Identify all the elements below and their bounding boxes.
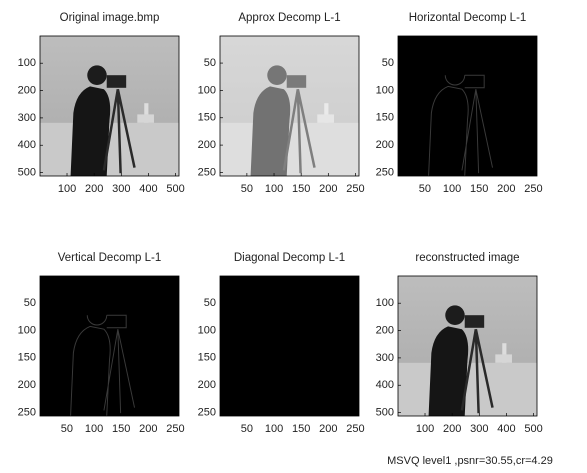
x-tick-label: 200 xyxy=(319,423,337,435)
y-tick-label: 200 xyxy=(198,379,216,391)
x-tick-label: 150 xyxy=(470,183,488,195)
x-tick-label: 100 xyxy=(265,423,283,435)
y-tick-label: 150 xyxy=(198,112,216,124)
x-tick-label: 50 xyxy=(241,183,253,195)
y-tick-label: 50 xyxy=(382,57,394,69)
y-tick-label: 150 xyxy=(376,112,394,124)
y-tick-label: 300 xyxy=(376,352,394,364)
panel-title: Approx Decomp L-1 xyxy=(238,12,340,24)
figure: MSVQ level1 ,psnr=30.55,cr=4.29 Original… xyxy=(0,0,587,473)
y-tick-label: 200 xyxy=(376,139,394,151)
y-tick-label: 250 xyxy=(198,166,216,178)
image xyxy=(220,276,359,416)
y-tick-label: 300 xyxy=(18,112,36,124)
x-tick-label: 200 xyxy=(497,183,515,195)
x-tick-label: 150 xyxy=(112,423,130,435)
x-tick-label: 100 xyxy=(58,183,76,195)
x-tick-label: 250 xyxy=(346,183,364,195)
x-tick-label: 500 xyxy=(166,183,184,195)
y-tick-label: 200 xyxy=(198,139,216,151)
x-tick-label: 100 xyxy=(265,183,283,195)
panel-title: reconstructed image xyxy=(415,252,519,264)
image xyxy=(40,276,179,416)
x-tick-label: 200 xyxy=(85,183,103,195)
image xyxy=(398,276,537,416)
image xyxy=(40,36,179,176)
x-tick-label: 250 xyxy=(346,423,364,435)
x-tick-label: 400 xyxy=(497,423,515,435)
panel-title: Original image.bmp xyxy=(60,12,160,24)
y-tick-label: 50 xyxy=(24,297,36,309)
x-tick-label: 100 xyxy=(85,423,103,435)
x-tick-label: 250 xyxy=(166,423,184,435)
y-tick-label: 50 xyxy=(204,297,216,309)
y-tick-label: 150 xyxy=(18,352,36,364)
y-tick-label: 100 xyxy=(18,324,36,336)
panel-title: Vertical Decomp L-1 xyxy=(58,252,162,264)
panel-title: Diagonal Decomp L-1 xyxy=(234,252,345,264)
y-tick-label: 200 xyxy=(18,379,36,391)
y-tick-label: 200 xyxy=(376,324,394,336)
x-tick-label: 150 xyxy=(292,183,310,195)
y-tick-label: 400 xyxy=(376,379,394,391)
x-tick-label: 300 xyxy=(112,183,130,195)
y-tick-label: 150 xyxy=(198,352,216,364)
caption: MSVQ level1 ,psnr=30.55,cr=4.29 xyxy=(387,455,553,467)
y-tick-label: 400 xyxy=(18,139,36,151)
x-tick-label: 200 xyxy=(319,183,337,195)
x-tick-label: 200 xyxy=(443,423,461,435)
y-tick-label: 200 xyxy=(18,84,36,96)
x-tick-label: 400 xyxy=(139,183,157,195)
y-tick-label: 50 xyxy=(204,57,216,69)
x-tick-label: 200 xyxy=(139,423,157,435)
x-tick-label: 100 xyxy=(416,423,434,435)
y-tick-label: 100 xyxy=(376,84,394,96)
images xyxy=(40,36,537,416)
y-tick-label: 100 xyxy=(18,57,36,69)
x-tick-label: 50 xyxy=(419,183,431,195)
y-tick-label: 500 xyxy=(376,406,394,418)
x-tick-label: 250 xyxy=(524,183,542,195)
x-tick-label: 100 xyxy=(443,183,461,195)
x-tick-label: 50 xyxy=(241,423,253,435)
x-tick-label: 50 xyxy=(61,423,73,435)
image xyxy=(398,36,537,176)
y-tick-label: 100 xyxy=(376,297,394,309)
image-overlay xyxy=(220,36,359,176)
y-tick-label: 100 xyxy=(198,84,216,96)
y-tick-label: 500 xyxy=(18,166,36,178)
y-tick-label: 250 xyxy=(198,406,216,418)
y-tick-label: 100 xyxy=(198,324,216,336)
x-tick-label: 150 xyxy=(292,423,310,435)
x-tick-label: 300 xyxy=(470,423,488,435)
x-tick-label: 500 xyxy=(524,423,542,435)
y-tick-label: 250 xyxy=(18,406,36,418)
y-tick-label: 250 xyxy=(376,166,394,178)
panel-title: Horizontal Decomp L-1 xyxy=(409,12,527,24)
